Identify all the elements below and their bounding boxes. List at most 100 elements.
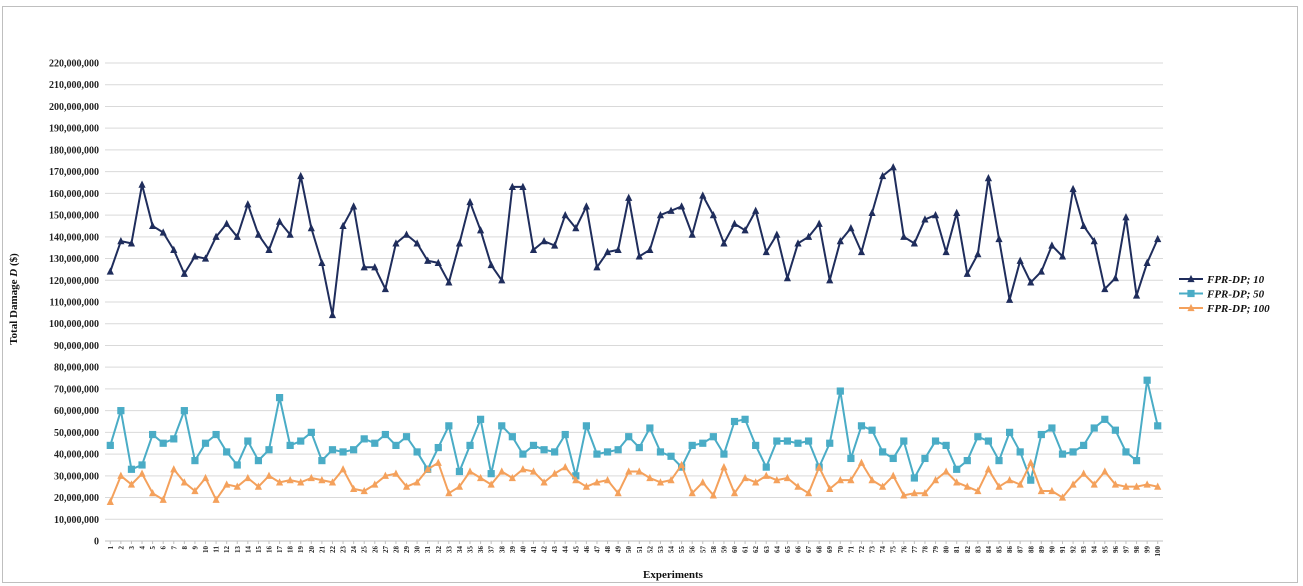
x-tick-label: 36 <box>477 546 485 554</box>
data-point <box>381 471 389 479</box>
data-point <box>741 415 749 423</box>
data-point <box>223 219 231 227</box>
data-point <box>223 448 231 456</box>
data-point <box>688 441 696 449</box>
data-point <box>910 239 918 247</box>
data-point <box>1048 424 1056 432</box>
x-tick-label: 93 <box>1080 546 1088 554</box>
data-point <box>974 250 982 258</box>
data-point <box>360 263 368 271</box>
x-tick-label: 59 <box>720 546 728 554</box>
x-tick-label: 80 <box>943 546 951 554</box>
data-point <box>487 260 495 269</box>
data-point <box>1080 469 1088 477</box>
x-tick-label: 57 <box>699 546 707 554</box>
data-point <box>212 232 220 240</box>
data-point <box>392 441 400 449</box>
x-tick-label: 76 <box>900 546 908 554</box>
data-point <box>1037 486 1045 495</box>
data-point <box>762 247 770 256</box>
data-point <box>561 210 569 219</box>
data-point <box>730 417 739 426</box>
legend-label: FPR-DP; 50 <box>1206 289 1265 301</box>
x-tick-label: 38 <box>498 546 506 554</box>
data-point <box>593 263 601 271</box>
data-point <box>402 482 411 490</box>
data-point <box>678 202 686 210</box>
data-point <box>794 482 802 490</box>
x-tick-label: 81 <box>953 546 961 554</box>
data-point <box>900 437 908 445</box>
y-tick-label: 50,000,000 <box>54 428 99 439</box>
data-point <box>212 495 220 503</box>
data-point <box>582 482 590 490</box>
data-point <box>593 478 601 486</box>
data-point <box>963 482 971 490</box>
x-tick-label: 14 <box>244 546 252 554</box>
data-point <box>900 232 908 240</box>
data-point <box>434 458 442 466</box>
data-point <box>519 465 527 473</box>
data-point <box>445 422 453 430</box>
data-point <box>1037 430 1045 439</box>
y-tick-label: 180,000,000 <box>49 145 99 156</box>
y-tick-label: 170,000,000 <box>49 167 99 178</box>
data-point <box>233 461 241 469</box>
x-tick-label: 91 <box>1059 546 1067 554</box>
data-point <box>106 497 114 505</box>
x-tick-label: 17 <box>276 546 284 554</box>
data-point <box>466 441 474 449</box>
data-point <box>1143 480 1151 488</box>
data-point <box>117 407 125 415</box>
data-point <box>931 476 940 484</box>
x-tick-label: 94 <box>1091 546 1099 554</box>
data-point <box>625 433 633 441</box>
data-point <box>1016 256 1024 264</box>
data-point <box>1048 486 1056 495</box>
data-point <box>339 448 347 456</box>
data-point <box>149 489 157 497</box>
x-tick-label: 9 <box>191 546 199 550</box>
y-tick-label: 100,000,000 <box>49 319 99 330</box>
gridlines <box>105 62 1163 544</box>
data-point <box>1111 480 1119 488</box>
x-tick-label: 29 <box>403 546 411 554</box>
x-tick-label: 25 <box>361 546 369 554</box>
data-point <box>223 480 231 488</box>
data-point <box>551 469 559 477</box>
data-point <box>720 450 728 458</box>
data-point <box>551 241 559 249</box>
data-point <box>307 428 315 436</box>
data-point <box>476 415 485 423</box>
x-tick-label: 7 <box>170 546 178 550</box>
x-tick-label: 73 <box>869 546 877 554</box>
data-point <box>117 237 125 245</box>
data-point <box>402 230 411 238</box>
data-point <box>984 174 993 182</box>
data-point <box>1187 274 1195 283</box>
y-tick-label: 0 <box>94 537 99 548</box>
x-tick-label: 77 <box>911 546 919 554</box>
data-point <box>953 465 961 473</box>
data-point <box>201 473 210 482</box>
x-tick-label: 65 <box>784 546 792 554</box>
data-point <box>868 476 876 484</box>
data-point <box>826 439 834 447</box>
x-tick-label: 30 <box>414 546 422 554</box>
data-point <box>519 182 527 190</box>
data-point <box>847 223 855 232</box>
data-point <box>1016 448 1024 456</box>
data-point <box>339 465 347 473</box>
data-point <box>106 441 114 449</box>
data-point <box>360 486 368 495</box>
x-tick-label: 1 <box>107 546 115 550</box>
data-point <box>466 467 474 475</box>
data-point <box>159 228 167 236</box>
y-tick-label: 110,000,000 <box>50 298 99 309</box>
data-point <box>625 467 633 475</box>
x-tick-label: 5 <box>149 546 157 550</box>
data-point <box>286 230 294 238</box>
data-point <box>921 489 929 497</box>
data-point <box>1132 457 1141 465</box>
x-tick-label: 44 <box>562 546 570 554</box>
